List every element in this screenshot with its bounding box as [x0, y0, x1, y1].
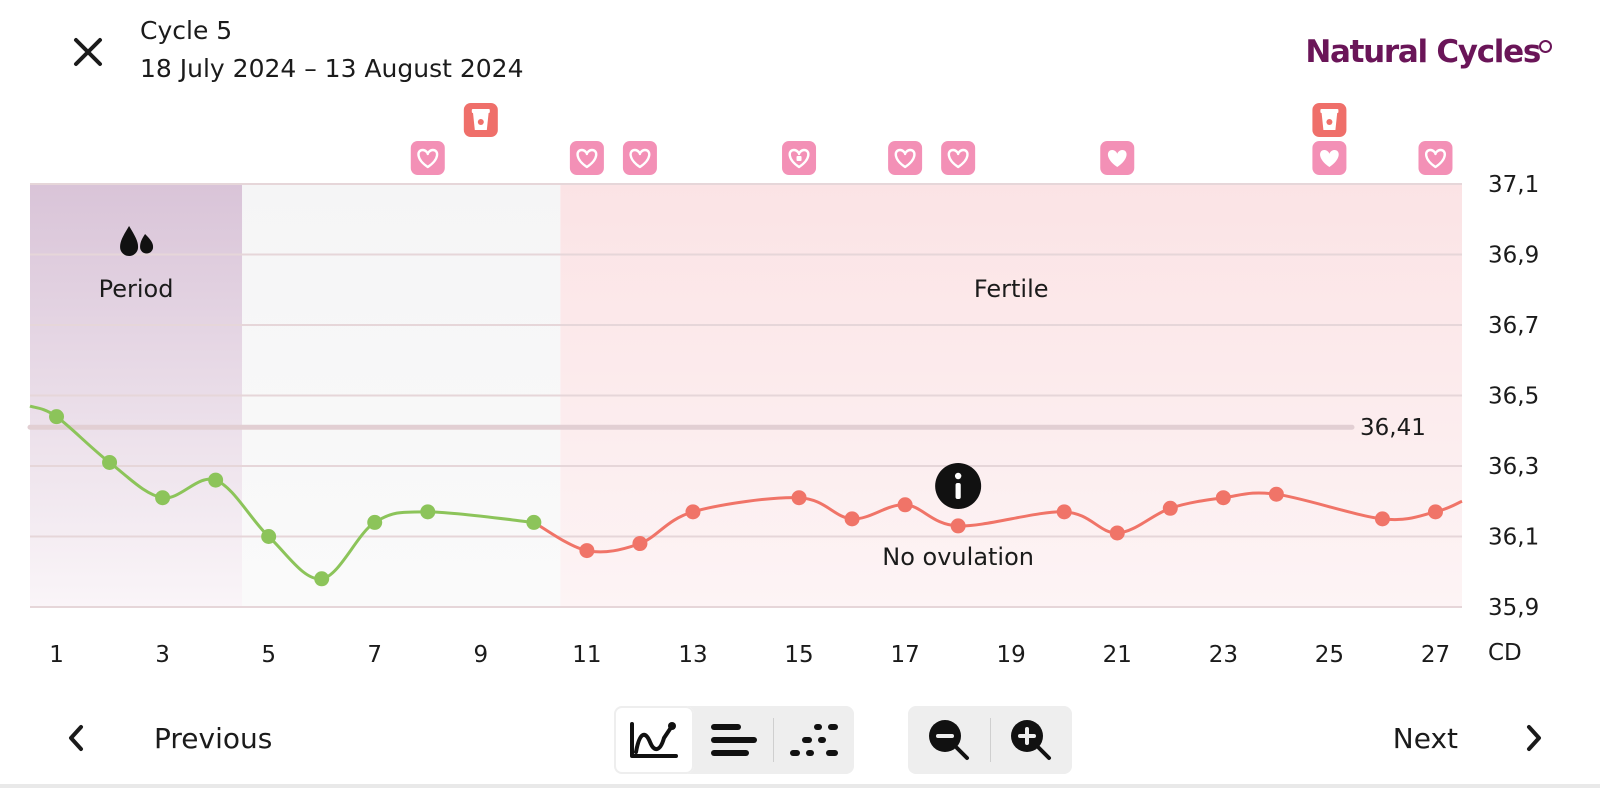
data-point-red [1374, 511, 1390, 527]
intercourse-badge [1312, 141, 1347, 175]
y-tick-label: 36,7 [1488, 313, 1539, 339]
brand-logo: Natural Cycles [1305, 34, 1541, 70]
data-point-red [632, 536, 648, 552]
data-point-red [897, 497, 913, 513]
chevron-left-icon [69, 725, 83, 751]
y-tick-label: 36,1 [1488, 525, 1539, 551]
data-point-red [1215, 490, 1231, 506]
phase-label-period: Period [99, 275, 174, 303]
data-point-green [314, 571, 330, 587]
view-switcher [614, 706, 854, 774]
scatter-dots-icon [790, 724, 839, 756]
data-point-red [685, 504, 701, 520]
next-label: Next [1392, 721, 1458, 755]
intercourse-badge [888, 141, 923, 175]
intercourse-badge [782, 141, 817, 175]
test-badge [1312, 103, 1347, 137]
zoom-in-button[interactable] [991, 706, 1073, 774]
zoom-out-button[interactable] [908, 706, 990, 774]
intercourse-badge [1100, 141, 1135, 175]
series-line-red [533, 491, 1463, 554]
x-tick-label: 15 [784, 642, 813, 668]
zoom-controls [908, 706, 1072, 774]
x-tick-label: 3 [155, 642, 170, 668]
close-button[interactable] [62, 26, 114, 78]
y-tick-label: 35,9 [1488, 595, 1539, 621]
zoom-separator [989, 718, 991, 762]
x-tick-label: 9 [473, 642, 488, 668]
view-separator [773, 718, 775, 762]
temperature-chart: 37,136,936,736,536,336,135,936,411 3 5 7 9 11… [27, 103, 1539, 668]
x-tick-label: 13 [678, 642, 707, 668]
data-point-green [261, 529, 277, 544]
data-point-green [526, 514, 542, 530]
test-badge [463, 103, 498, 137]
annotation-label: No ovulation [882, 543, 1034, 571]
coverline-label: 36,41 [1360, 415, 1426, 441]
data-point-green [367, 514, 383, 530]
data-point-green [102, 454, 118, 470]
x-axis-label: CD [1488, 640, 1522, 666]
bottom-divider [0, 784, 1600, 788]
dots-view-button[interactable] [774, 706, 854, 774]
data-point-green [49, 409, 65, 425]
drops-icon [120, 226, 154, 256]
y-tick-label: 36,3 [1488, 454, 1539, 480]
y-tick-label: 37,1 [1488, 172, 1539, 198]
previous-label: Previous [154, 721, 273, 755]
y-tick-label: 36,5 [1488, 384, 1539, 410]
x-tick-label: 17 [890, 642, 919, 668]
x-tick-label: 25 [1315, 642, 1344, 668]
zoom-in-icon [1011, 720, 1052, 760]
data-point-red [950, 518, 966, 534]
x-tick-label: 27 [1421, 642, 1450, 668]
info-icon [935, 463, 982, 509]
x-tick-label: 7 [367, 642, 382, 668]
cycle-title: Cycle 5 [140, 16, 233, 45]
data-point-red [1109, 525, 1125, 541]
graph-view-button[interactable] [614, 706, 694, 774]
intercourse-badge [410, 141, 445, 175]
x-tick-label: 19 [997, 642, 1026, 668]
data-point-green [420, 504, 436, 520]
chevron-right-icon [1527, 725, 1541, 751]
intercourse-badge [941, 141, 976, 175]
cycle-date-range: 18 July 2024 – 13 August 2024 [140, 54, 524, 83]
close-icon [74, 38, 102, 66]
intercourse-badge [622, 141, 657, 175]
data-point-red [1056, 504, 1072, 520]
data-point-red [1162, 500, 1178, 516]
data-point-green [208, 472, 224, 488]
data-point-red [1268, 486, 1284, 502]
bars-icon [710, 724, 757, 756]
phase-label-fertile: Fertile [974, 275, 1049, 303]
x-tick-label: 21 [1103, 642, 1132, 668]
series-line-green [29, 404, 535, 581]
intercourse-badge [1418, 141, 1453, 175]
data-point-red [844, 511, 860, 527]
x-tick-label: 1 [49, 642, 64, 668]
x-tick-label: 23 [1209, 642, 1238, 668]
x-tick-label: 5 [261, 642, 276, 668]
line-graph-icon [629, 722, 678, 758]
previous-cycle-button[interactable]: Previous [66, 708, 272, 768]
data-point-red [791, 490, 807, 506]
intercourse-badge [569, 141, 604, 175]
zoom-out-icon [928, 720, 969, 760]
data-point-green [155, 490, 171, 506]
y-tick-label: 36,9 [1488, 243, 1539, 269]
list-view-button[interactable] [694, 706, 774, 774]
data-point-red [1427, 504, 1443, 520]
data-point-red [579, 543, 595, 559]
next-cycle-button[interactable]: Next [1393, 708, 1544, 768]
brand-logo-ring [1539, 40, 1552, 53]
x-tick-label: 11 [572, 642, 601, 668]
